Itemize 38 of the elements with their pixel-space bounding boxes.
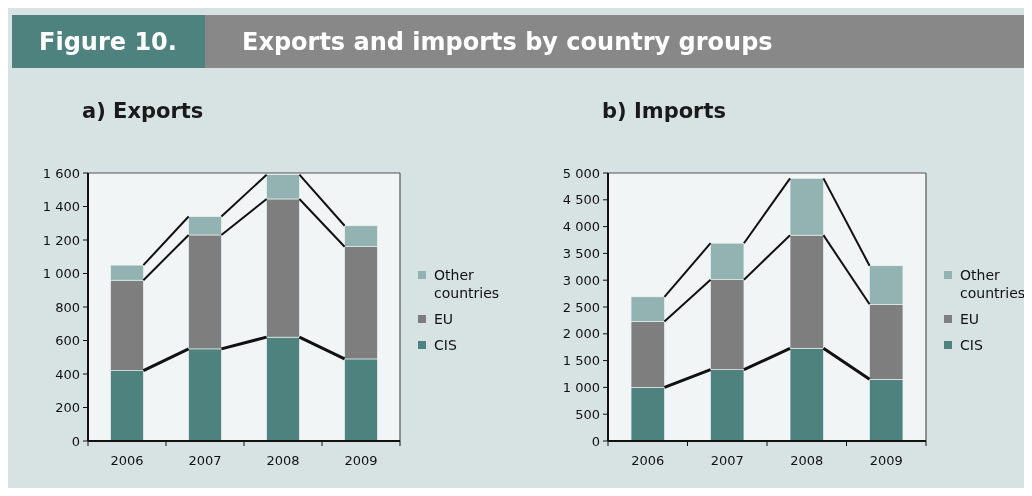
y-tick-label: 1 400: [42, 199, 80, 215]
legend-label: EU: [960, 311, 980, 327]
y-tick-label: 1 500: [562, 353, 600, 369]
chart-title: a) Exports: [82, 99, 204, 123]
y-tick-label: 3 500: [562, 245, 600, 261]
y-tick-label: 1 000: [42, 266, 80, 282]
legend-label: EU: [434, 311, 454, 327]
text: Exports and imports by country groups: [242, 28, 773, 56]
y-tick-label: 4 500: [562, 192, 600, 208]
y-tick-label: 500: [575, 406, 600, 422]
y-tick-label: 600: [55, 333, 80, 349]
chart-title: b) Imports: [602, 99, 726, 123]
x-tick-label: 2007: [188, 453, 222, 468]
legend-label: CIS: [960, 337, 983, 353]
y-tick-label: 1 200: [42, 232, 80, 248]
y-tick-label: 1 600: [42, 165, 80, 181]
x-tick-label: 2008: [266, 453, 300, 468]
legend-label: Other countries: [960, 267, 1026, 301]
x-tick-label: 2006: [631, 453, 665, 468]
y-tick-label: 5 000: [562, 165, 600, 181]
y-tick-label: 2 000: [562, 326, 600, 342]
y-tick-label: 0: [71, 433, 80, 449]
caption: Figure 10.: [39, 28, 177, 56]
x-tick-label: 2006: [110, 453, 144, 468]
y-tick-label: 400: [55, 366, 80, 382]
y-tick-label: 3 000: [562, 272, 600, 288]
y-tick-label: 2 500: [562, 299, 600, 315]
x-tick-label: 2007: [710, 453, 744, 468]
x-tick-label: 2009: [869, 453, 903, 468]
legend-label: Other countries: [434, 267, 500, 301]
y-tick-label: 200: [55, 400, 80, 416]
x-tick-label: 2008: [790, 453, 824, 468]
x-tick-label: 2009: [344, 453, 378, 468]
y-tick-label: 800: [55, 299, 80, 315]
legend-label: CIS: [434, 337, 457, 353]
y-tick-label: 4 000: [562, 219, 600, 235]
y-tick-label: 0: [591, 433, 600, 449]
y-tick-label: 1 000: [562, 379, 600, 395]
